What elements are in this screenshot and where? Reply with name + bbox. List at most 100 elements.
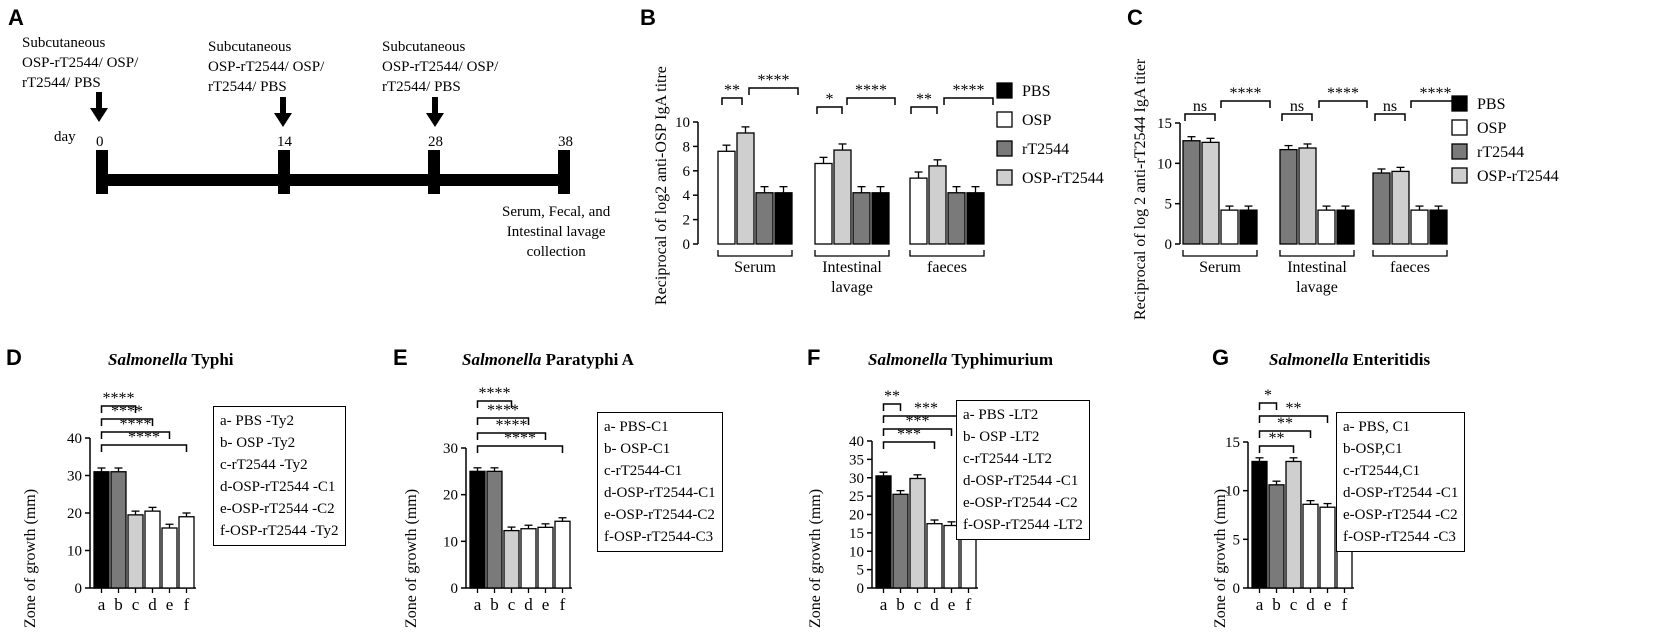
- group-label: faeces: [927, 259, 967, 276]
- y-tick-label: 20: [443, 488, 458, 504]
- y-tick-label: 20: [849, 508, 864, 524]
- significance-bracket: [816, 106, 843, 114]
- group-label: Intestinal: [1287, 259, 1347, 276]
- legend-item: c-rT2544,C1: [1343, 463, 1421, 479]
- x-tick-label: b: [896, 595, 905, 614]
- legend-item: e-OSP-rT2544-C2: [604, 507, 715, 523]
- legend-label: PBS: [1477, 96, 1505, 113]
- significance-bracket: [100, 431, 171, 439]
- y-tick-label: 10: [675, 115, 690, 131]
- x-tick-label: f: [184, 595, 190, 614]
- significance-label: ****: [496, 417, 528, 434]
- significance-label: ns: [1290, 98, 1304, 115]
- chart-g-legend: a- PBS, C1 b-OSP,C1 c-rT2544,C1 d-OSP-rT…: [1336, 412, 1466, 552]
- y-tick-label: 0: [857, 581, 865, 597]
- significance-label: ***: [914, 400, 938, 417]
- legend-swatch: [996, 111, 1013, 128]
- timeline-tick-14: [278, 150, 290, 194]
- x-tick-label: f: [560, 595, 566, 614]
- y-tick-label: 6: [683, 164, 691, 180]
- group-bracket: [717, 250, 793, 257]
- legend-item: a- PBS, C1: [1343, 419, 1411, 435]
- dose-label-day0: Subcutaneous OSP-rT2544/ OSP/ rT2544/ PB…: [22, 35, 139, 91]
- x-tick-label: b: [1272, 595, 1281, 614]
- y-tick-label: 4: [683, 188, 691, 204]
- significance-label: **: [724, 82, 740, 99]
- group-bracket: [1279, 250, 1355, 257]
- x-tick-label: f: [1342, 595, 1348, 614]
- legend-item: e-OSP-rT2544 -C2: [963, 495, 1078, 511]
- y-tick-label: 5: [857, 563, 865, 579]
- group-bracket: [814, 250, 890, 257]
- significance-bracket: [1374, 113, 1406, 121]
- bar: [1268, 484, 1285, 589]
- legend-item: a- PBS -Ty2: [220, 413, 294, 429]
- day-tick-14: 14: [277, 134, 292, 150]
- y-tick-label: 15: [1157, 116, 1172, 132]
- significance-label: ***: [906, 413, 930, 430]
- legend-item: d-OSP-rT2544 -C1: [1343, 485, 1459, 501]
- significance-bracket: [1220, 100, 1271, 108]
- chart-d-legend: a- PBS -Ty2 b- OSP -Ty2 c-rT2544 -Ty2 d-…: [213, 406, 346, 546]
- group-bracket: [1372, 250, 1448, 257]
- x-tick-label: d: [1306, 595, 1315, 614]
- y-tick-label: 30: [849, 471, 864, 487]
- legend-item: d-OSP-rT2544 -C1: [963, 473, 1079, 489]
- y-tick-label: 40: [849, 434, 864, 450]
- y-tick-label: 10: [443, 534, 458, 550]
- legend-item: b- OSP -LT2: [963, 429, 1040, 445]
- x-tick-label: c: [914, 595, 922, 614]
- significance-bracket: [1184, 113, 1216, 121]
- legend-item: b- OSP-C1: [604, 441, 671, 457]
- significance-label: **: [884, 388, 900, 405]
- significance-bracket: [476, 432, 547, 440]
- significance-label: ****: [479, 385, 511, 402]
- y-tick-label: 35: [849, 452, 864, 468]
- y-tick-label: 0: [451, 581, 459, 597]
- significance-label: ns: [1383, 98, 1397, 115]
- x-tick-label: e: [948, 595, 956, 614]
- y-tick-label: 0: [1233, 581, 1241, 597]
- group-label: Serum: [1199, 259, 1241, 276]
- y-tick-label: 10: [67, 544, 82, 560]
- legend-item: d-OSP-rT2544-C1: [604, 485, 716, 501]
- significance-label: ***: [897, 426, 921, 443]
- significance-bracket: [1258, 415, 1329, 423]
- chart-f-title: Salmonella Typhimurium: [868, 350, 1054, 369]
- significance-bracket: [1258, 430, 1312, 438]
- legend-item: f-OSP-rT2544-C3: [604, 529, 714, 545]
- legend-item: a- PBS -LT2: [963, 407, 1039, 423]
- significance-bracket: [1258, 445, 1295, 453]
- legend-item: b-OSP,C1: [1343, 441, 1403, 457]
- y-tick-label: 0: [1165, 237, 1173, 253]
- legend-swatch: [1451, 143, 1468, 160]
- bar: [1302, 503, 1319, 589]
- chart-e-legend: a- PBS-C1 b- OSP-C1 c-rT2544-C1 d-OSP-rT…: [597, 412, 723, 552]
- y-tick-label: 5: [1233, 532, 1241, 548]
- day-tick-38: 38: [558, 134, 573, 150]
- significance-bracket: [100, 444, 188, 452]
- significance-label: ****: [1230, 85, 1262, 102]
- group-label: lavage: [831, 279, 873, 296]
- significance-label: ns: [1193, 98, 1207, 115]
- legend-label: OSP-rT2544: [1022, 170, 1104, 187]
- timeline-tick-0: [96, 150, 108, 194]
- chart-f-legend: a- PBS -LT2 b- OSP -LT2 c-rT2544 -LT2 d-…: [956, 400, 1090, 540]
- x-tick-label: d: [148, 595, 157, 614]
- x-tick-label: a: [880, 595, 888, 614]
- group-label: faeces: [1390, 259, 1430, 276]
- significance-bracket: [846, 97, 896, 105]
- bar: [1251, 460, 1268, 589]
- group-bracket: [1182, 250, 1258, 257]
- y-tick-label: 20: [67, 506, 82, 522]
- panel-letter-b: B: [640, 5, 656, 30]
- y-tick-label: 15: [1225, 435, 1240, 451]
- legend-swatch: [1451, 95, 1468, 112]
- legend-label: OSP-rT2544: [1477, 168, 1559, 185]
- significance-bracket: [943, 97, 994, 105]
- legend-swatch: [996, 82, 1013, 99]
- x-tick-label: b: [114, 595, 123, 614]
